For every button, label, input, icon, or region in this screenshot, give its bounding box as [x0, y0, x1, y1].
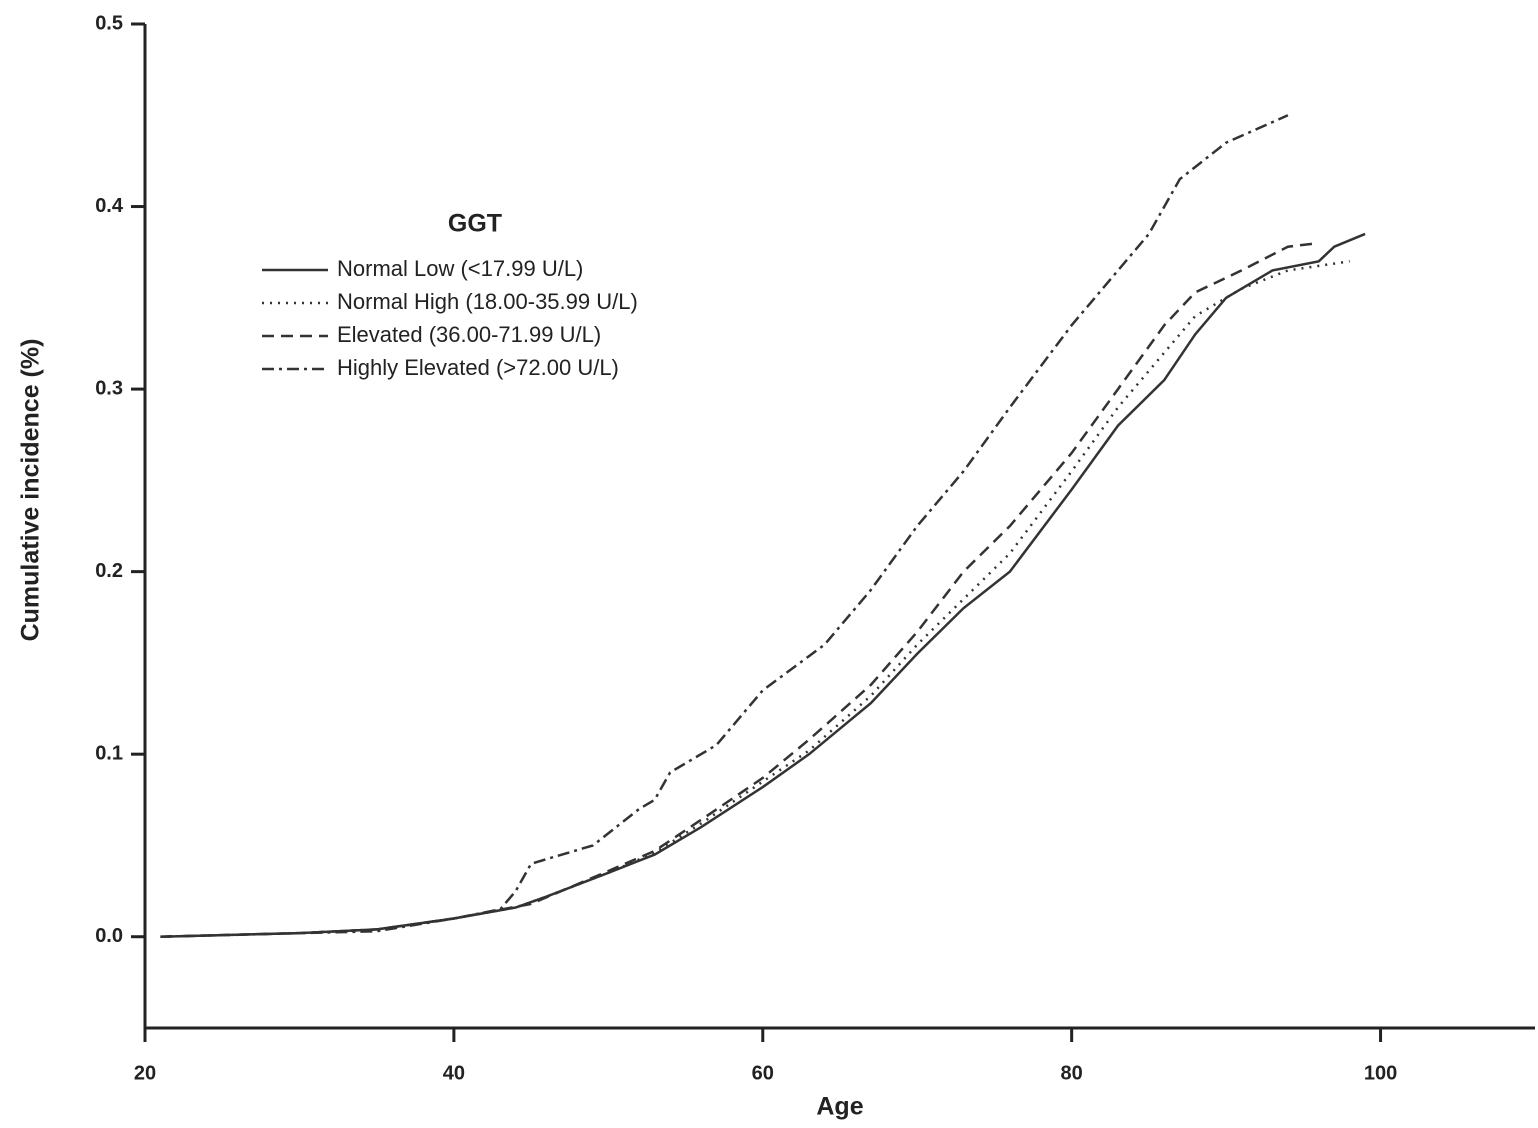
y-tick-label: 0.0	[95, 925, 123, 947]
y-tick-label: 0.1	[95, 742, 123, 764]
y-axis-title: Cumulative incidence (%)	[17, 339, 45, 642]
legend-label: Elevated (36.00-71.99 U/L)	[337, 322, 601, 347]
x-tick-label: 100	[1364, 1062, 1397, 1084]
x-tick-label: 20	[134, 1062, 156, 1084]
x-tick-label: 40	[443, 1062, 465, 1084]
y-tick-label: 0.3	[95, 377, 123, 399]
legend-label: Normal Low (<17.99 U/L)	[337, 256, 583, 281]
y-tick-label: 0.2	[95, 560, 123, 582]
y-tick-label: 0.5	[95, 12, 123, 34]
x-axis-title: Age	[816, 1093, 863, 1121]
legend-label: Highly Elevated (>72.00 U/L)	[337, 355, 619, 380]
y-tick-label: 0.4	[95, 195, 124, 217]
series-line	[160, 241, 1319, 938]
x-tick-label: 60	[752, 1062, 774, 1084]
legend-title: GGT	[448, 210, 502, 238]
x-tick-label: 80	[1061, 1062, 1083, 1084]
legend-label: Normal High (18.00-35.99 U/L)	[337, 289, 638, 314]
series-line	[160, 114, 1289, 938]
